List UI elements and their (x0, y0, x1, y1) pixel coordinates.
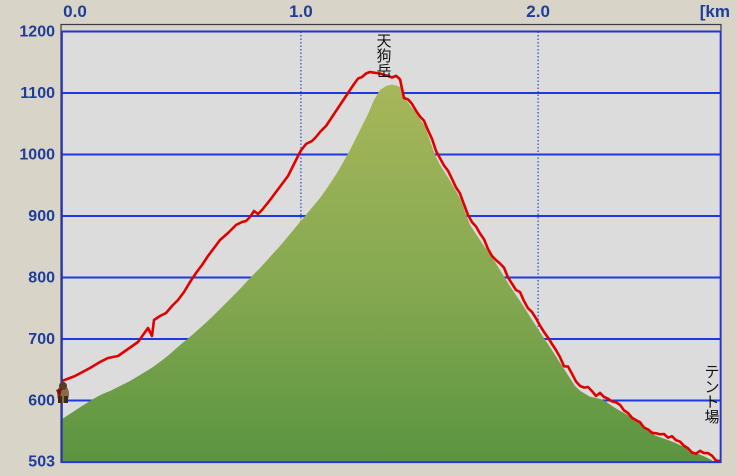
svg-text:2.0: 2.0 (526, 2, 550, 21)
svg-text:800: 800 (28, 270, 55, 287)
svg-text:700: 700 (28, 331, 55, 348)
svg-text:503: 503 (28, 454, 55, 471)
svg-text:[km: [km (700, 2, 730, 21)
svg-text:1200: 1200 (19, 24, 55, 41)
svg-text:1.0: 1.0 (289, 2, 313, 21)
svg-text:0.0: 0.0 (63, 2, 87, 21)
svg-text:岳: 岳 (376, 63, 391, 80)
svg-text:場: 場 (704, 409, 719, 426)
svg-text:1000: 1000 (19, 147, 55, 164)
svg-text:900: 900 (28, 208, 55, 225)
svg-text:1100: 1100 (20, 85, 55, 102)
svg-text:600: 600 (28, 393, 55, 410)
